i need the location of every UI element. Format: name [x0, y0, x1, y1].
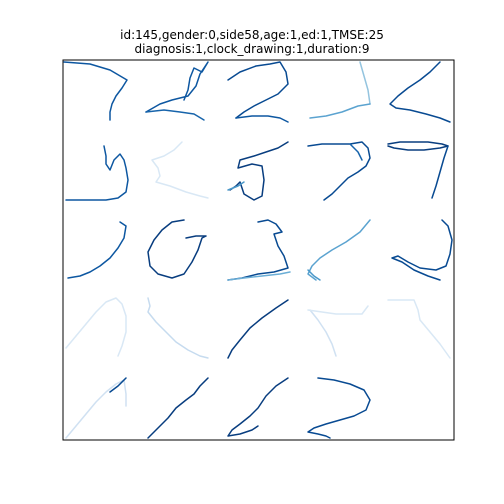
stroke-r3-c1-24: [147, 297, 209, 359]
stroke-r0-c3-5: [359, 61, 371, 105]
stroke-r3-c3-26: [309, 309, 337, 357]
stroke-r0-c0-0: [63, 61, 128, 121]
stroke-r1-c1-9: [151, 141, 209, 199]
stroke-r0-c4-7: [389, 61, 451, 123]
chart-title-line-2: diagnosis:1,clock_drawing:1,duration:9: [134, 42, 370, 56]
stroke-r0-c1-1: [145, 61, 209, 113]
stroke-r0-c3-6: [309, 103, 371, 119]
chart-title-line-1: id:145,gender:0,side58,age:1,ed:1,TMSE:2…: [120, 28, 384, 42]
stroke-r2-c3-20: [307, 219, 371, 281]
stroke-r4-c1-31: [147, 377, 209, 439]
stroke-r1-c2-10: [229, 141, 289, 201]
stroke-r2-c4-22: [391, 219, 453, 281]
stroke-r4-c0-30: [109, 377, 127, 393]
stroke-r4-c2-32: [227, 377, 289, 437]
stroke-r2-c0-16: [67, 221, 127, 279]
stroke-r1-c3-12: [307, 141, 371, 201]
stroke-r2-c2-19: [227, 271, 291, 281]
stroke-r0-c1-2: [145, 109, 205, 121]
stroke-r1-c4-14: [387, 141, 449, 151]
stroke-r1-c2-11: [227, 181, 245, 191]
stroke-r1-c4-15: [431, 145, 449, 199]
stroke-r3-c0-23: [65, 297, 127, 357]
stroke-r3-c3-27: [307, 305, 369, 315]
stroke-r3-c2-25: [227, 299, 289, 359]
stroke-r0-c2-3: [227, 61, 289, 119]
plot-frame: [62, 59, 455, 441]
stroke-r2-c3-21: [307, 269, 321, 281]
strokes-layer: [63, 61, 453, 439]
stroke-r3-c4-28: [387, 299, 451, 359]
stroke-r1-c0-8: [65, 145, 129, 201]
stroke-r0-c2-4: [235, 115, 289, 123]
stroke-r2-c2-18: [227, 219, 289, 281]
stroke-r1-c3-13: [349, 143, 363, 161]
stroke-r4-c3-33: [307, 377, 371, 439]
stroke-r2-c1-17: [147, 219, 207, 279]
stroke-r4-c0-29: [65, 379, 127, 439]
